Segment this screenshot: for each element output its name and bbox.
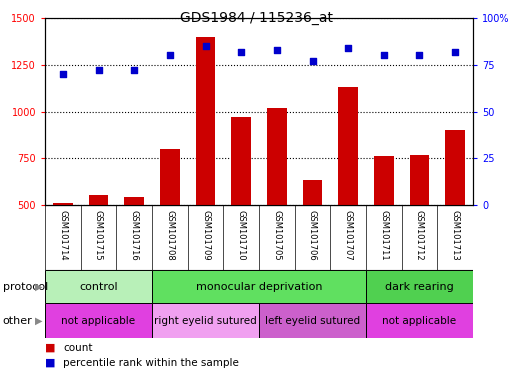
Bar [53, 203, 73, 205]
Point [202, 43, 210, 49]
Text: ▶: ▶ [35, 281, 43, 291]
Text: GSM101715: GSM101715 [94, 210, 103, 261]
Text: count: count [63, 343, 92, 353]
Text: GDS1984 / 115236_at: GDS1984 / 115236_at [180, 11, 333, 25]
Text: GSM101716: GSM101716 [130, 210, 139, 261]
Point [130, 67, 139, 73]
Text: ■: ■ [45, 343, 55, 353]
Text: ■: ■ [45, 358, 55, 368]
Text: GSM101709: GSM101709 [201, 210, 210, 261]
Text: ▶: ▶ [35, 316, 43, 326]
Point [166, 52, 174, 58]
Text: other: other [3, 316, 32, 326]
Text: not applicable: not applicable [62, 316, 135, 326]
Point [58, 71, 67, 77]
Text: protocol: protocol [3, 281, 48, 291]
Point [308, 58, 317, 64]
Text: monocular deprivation: monocular deprivation [196, 281, 322, 291]
Point [416, 52, 424, 58]
Text: dark rearing: dark rearing [385, 281, 454, 291]
Bar [45, 270, 152, 303]
Point [451, 49, 459, 55]
Bar [124, 197, 144, 205]
Bar [259, 303, 366, 338]
Bar [374, 156, 393, 205]
Bar [339, 87, 358, 205]
Text: GSM101712: GSM101712 [415, 210, 424, 261]
Text: GSM101705: GSM101705 [272, 210, 281, 261]
Text: GSM101713: GSM101713 [450, 210, 460, 261]
Bar [45, 303, 152, 338]
Bar [303, 180, 322, 205]
Text: not applicable: not applicable [382, 316, 457, 326]
Bar [160, 149, 180, 205]
Text: right eyelid sutured: right eyelid sutured [154, 316, 257, 326]
Bar [366, 270, 473, 303]
Bar [445, 130, 465, 205]
Bar [267, 108, 287, 205]
Text: left eyelid sutured: left eyelid sutured [265, 316, 360, 326]
Text: GSM101710: GSM101710 [236, 210, 246, 261]
Bar [89, 195, 108, 205]
Point [94, 67, 103, 73]
Point [380, 52, 388, 58]
Text: control: control [79, 281, 118, 291]
Bar [231, 117, 251, 205]
Bar [195, 37, 215, 205]
Bar [152, 303, 259, 338]
Bar [366, 303, 473, 338]
Text: GSM101708: GSM101708 [165, 210, 174, 261]
Point [273, 47, 281, 53]
Point [344, 45, 352, 51]
Point [237, 49, 245, 55]
Text: GSM101711: GSM101711 [379, 210, 388, 261]
Text: percentile rank within the sample: percentile rank within the sample [63, 358, 239, 368]
Text: GSM101714: GSM101714 [58, 210, 67, 261]
Text: GSM101707: GSM101707 [344, 210, 352, 261]
Bar [410, 154, 429, 205]
Bar [152, 270, 366, 303]
Text: GSM101706: GSM101706 [308, 210, 317, 261]
